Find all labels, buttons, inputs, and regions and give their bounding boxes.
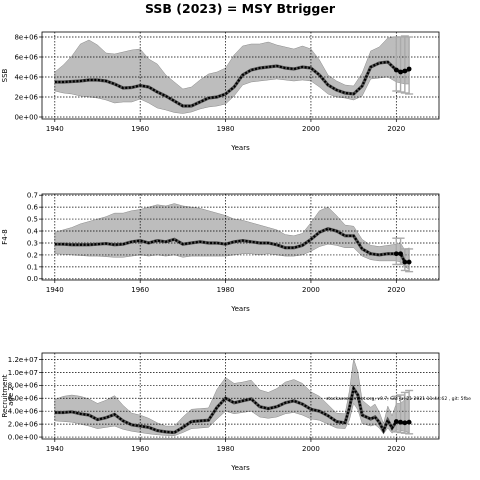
y-tick-label: 0.2 xyxy=(27,251,38,259)
data-point xyxy=(398,251,403,257)
y-tick-label: 4.0e+06 xyxy=(8,408,39,416)
x-tick-label: 2020 xyxy=(387,445,405,453)
median-line xyxy=(54,227,410,264)
y-tick-label: 1.2e+07 xyxy=(8,356,38,364)
x-tick-label: 1940 xyxy=(46,445,64,453)
data-point xyxy=(406,259,412,265)
y-axis-label: Recruitment xyxy=(1,374,9,417)
f-panel: 1940 1960 1980 2000 2020 0.0 0.1 0.2 0.3 0.4 0.5 0.… xyxy=(1,192,440,313)
x-tick-label: 1980 xyxy=(217,445,235,453)
y-tick-label: 0.4 xyxy=(27,227,39,235)
y-tick-label: 8.0e+06 xyxy=(8,382,39,390)
y-tick-label: 1.0e+07 xyxy=(8,369,38,377)
y-tick-label: 6.0e+06 xyxy=(8,395,39,403)
plot-frame xyxy=(41,31,440,120)
y-tick-label: 0.7 xyxy=(27,192,38,200)
panels: 1940 1960 1980 2000 2020 0e+00 2e+06 4e+06 6e+06… xyxy=(1,31,471,472)
data-point xyxy=(393,251,399,257)
chart-title: SSB (2023) = MSY Btrigger xyxy=(145,1,336,16)
x-tick-label: 1940 xyxy=(46,286,64,294)
plot-frame xyxy=(41,352,440,440)
y-tick-label: 0.3 xyxy=(27,239,38,247)
data-point xyxy=(406,419,412,425)
y-tick-label: 0.0 xyxy=(27,275,38,283)
x-tick-label: 1960 xyxy=(131,125,149,133)
x-tick-label: 2000 xyxy=(302,445,320,453)
y-tick-label: 6e+06 xyxy=(14,53,38,61)
y-axis-label: SSB xyxy=(1,68,9,82)
data-point xyxy=(402,420,408,426)
median-line xyxy=(54,385,410,434)
data-point xyxy=(402,259,408,265)
x-tick-label: 1960 xyxy=(131,445,149,453)
x-tick-label: 1940 xyxy=(46,125,64,133)
x-axis-label: Years xyxy=(230,144,250,152)
recruitment-panel: 1940 1960 1980 2000 2020 0.0e+00 2.0e+06 4.0e+0… xyxy=(1,352,471,472)
data-point xyxy=(398,69,403,75)
x-tick-label: 2020 xyxy=(387,125,405,133)
data-point xyxy=(393,419,399,424)
y-tick-label: 0.1 xyxy=(27,263,38,271)
y-tick-label: 8e+06 xyxy=(14,33,38,41)
data-point xyxy=(398,419,403,425)
y-tick-label: 2.0e+06 xyxy=(8,421,39,429)
plot-frame xyxy=(41,193,440,281)
y-axis-label: F4-8 xyxy=(1,229,9,244)
x-tick-label: 2000 xyxy=(302,286,320,294)
confidence-band xyxy=(54,35,410,114)
x-tick-label: 1960 xyxy=(131,286,149,294)
y-axis-label-extra: age 2 xyxy=(7,386,15,406)
y-tick-label: 2e+06 xyxy=(14,93,38,101)
y-tick-label: 0.0e+00 xyxy=(8,433,38,441)
median-line xyxy=(54,60,410,108)
x-tick-label: 1980 xyxy=(217,286,235,294)
x-tick-label: 1980 xyxy=(217,125,235,133)
confidence-band xyxy=(54,203,410,270)
annotation-text: stockassessment.org, v0.7, Sat Jul 21 20… xyxy=(326,396,471,402)
data-point xyxy=(402,68,408,74)
x-tick-label: 2000 xyxy=(302,125,320,133)
y-tick-label: 0e+00 xyxy=(14,113,38,121)
y-tick-label: 0.6 xyxy=(27,204,39,212)
y-tick-label: 0.5 xyxy=(27,215,38,223)
ssb-panel: 1940 1960 1980 2000 2020 0e+00 2e+06 4e+06 6e+06… xyxy=(1,31,440,152)
y-tick-label: 4e+06 xyxy=(14,73,38,81)
x-axis-label: Years xyxy=(230,305,250,313)
data-point xyxy=(406,66,412,72)
data-point xyxy=(393,67,399,73)
x-axis-label: Years xyxy=(230,464,250,472)
x-tick-label: 2020 xyxy=(387,286,405,294)
